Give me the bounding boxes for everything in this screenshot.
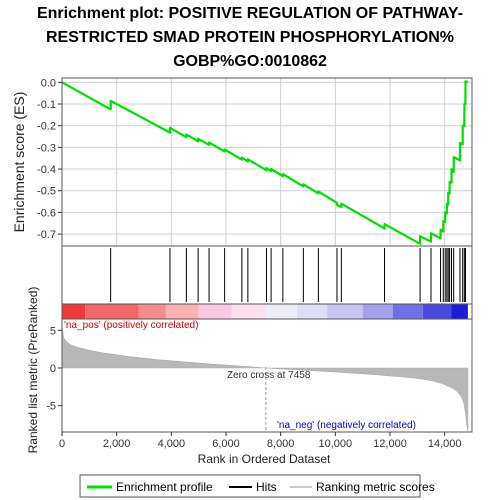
heatmap-segment [451, 304, 468, 319]
heatmap-segment [265, 304, 298, 319]
heatmap-segment [198, 304, 232, 319]
x-axis: 0 2,000 4,000 6,000 8,000 10,000 12,000 14,000 [59, 432, 462, 450]
heatmap-segment [392, 304, 423, 319]
es-y-tick-label: -0.2 [37, 121, 56, 133]
heatmap-segment [327, 304, 363, 319]
heatmap-segment [165, 304, 199, 319]
enrichment-profile-line [61, 80, 469, 245]
es-y-tick-label: -0.5 [37, 186, 56, 198]
x-tick-label: 4,000 [158, 438, 186, 450]
title-line-2: RESTRICTED SMAD PROTEIN PHOSPHORYLATION% [46, 29, 454, 46]
rank-y-tick-label: -5 [46, 401, 56, 413]
rank-y-axis-label: Ranked list metric (PreRanked) [26, 287, 40, 454]
heatmap-segment [138, 304, 166, 319]
hits-panel [61, 245, 473, 305]
es-y-tick-label: -0.6 [37, 207, 56, 219]
rank-y-tick-label: 0 [50, 363, 56, 375]
x-tick-label: 0 [59, 438, 65, 450]
ranking-metric-area [61, 324, 469, 432]
zero-cross-label: Zero cross at 7458 [227, 370, 311, 381]
legend-label-enrichment: Enrichment profile [116, 480, 213, 494]
heatmap-segment [297, 304, 328, 319]
es-y-axis-label: Enrichment score (ES) [11, 92, 27, 233]
heatmap-segment [422, 304, 452, 319]
legend-label-hits: Hits [256, 480, 277, 494]
heatmap-segment [231, 304, 266, 319]
x-tick-label: 8,000 [267, 438, 295, 450]
x-tick-label: 12,000 [373, 438, 407, 450]
es-y-tick-label: -0.1 [37, 99, 56, 111]
rank-panel: 5 0 -5 [46, 318, 473, 433]
legend-label-metric: Ranking metric scores [316, 480, 435, 494]
heatmap-panel [61, 303, 473, 320]
es-panel: 0.0 -0.1 -0.2 -0.3 -0.4 -0.5 -0.6 -0.7 [37, 77, 473, 247]
heatmap-segment [362, 304, 393, 319]
x-tick-label: 2,000 [103, 438, 131, 450]
x-tick-label: 6,000 [212, 438, 240, 450]
title-line-3: GOBP%GO:0010862 [173, 53, 327, 70]
na-neg-label: 'na_neg' (negatively correlated) [277, 420, 416, 431]
x-tick-label: 14,000 [428, 438, 462, 450]
na-pos-label: 'na_pos' (positively correlated) [64, 320, 198, 331]
rank-y-tick-label: 5 [50, 325, 56, 337]
heatmap-segment [85, 304, 139, 319]
es-y-tick-label: -0.3 [37, 142, 56, 154]
rank-panel-frame [61, 318, 473, 433]
legend: Enrichment profile Hits Ranking metric s… [79, 474, 435, 498]
title-line-1: Enrichment plot: POSITIVE REGULATION OF … [37, 5, 463, 22]
es-y-tick-label: 0.0 [41, 77, 56, 89]
es-y-tick-label: -0.7 [37, 229, 56, 241]
heatmap-segment [62, 304, 86, 319]
es-y-tick-label: -0.4 [37, 164, 56, 176]
x-tick-label: 10,000 [319, 438, 353, 450]
x-axis-label: Rank in Ordered Dataset [198, 452, 331, 466]
